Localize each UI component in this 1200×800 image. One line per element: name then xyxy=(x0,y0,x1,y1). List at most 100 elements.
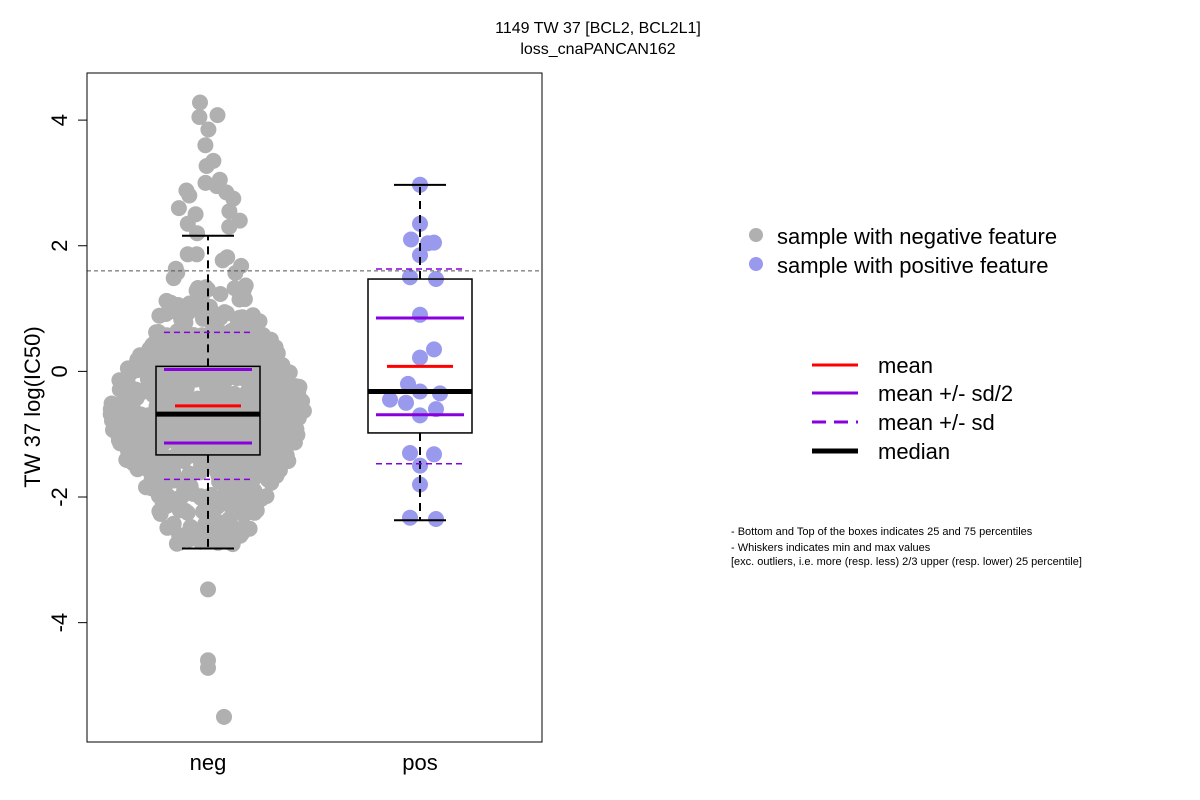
y-tick-label: 4 xyxy=(47,114,72,126)
data-point-neg xyxy=(264,437,281,454)
data-point-neg xyxy=(119,375,136,392)
data-point-neg xyxy=(233,488,250,505)
data-point-neg xyxy=(234,525,251,542)
data-point-neg xyxy=(128,390,145,406)
data-point-neg xyxy=(209,107,226,124)
data-point-neg xyxy=(255,327,272,344)
data-point-neg xyxy=(177,502,194,519)
y-tick-label: -2 xyxy=(47,487,72,507)
data-point-neg xyxy=(128,433,145,450)
data-point-pos xyxy=(428,401,444,418)
data-point-neg xyxy=(213,378,230,395)
note-line-2: - Whiskers indicates min and max values xyxy=(731,542,931,554)
data-point-pos xyxy=(412,306,428,323)
data-point-neg xyxy=(246,484,263,501)
legend-label-negative: sample with negative feature xyxy=(777,224,1057,249)
data-point-pos xyxy=(412,476,428,493)
data-point-neg xyxy=(192,488,209,505)
data-point-neg xyxy=(171,527,188,544)
data-point-neg xyxy=(268,377,285,393)
x-tick-label-neg: neg xyxy=(190,750,227,775)
data-point-neg xyxy=(158,292,175,309)
data-point-neg xyxy=(231,309,248,326)
legend-samples: sample with negative feature sample with… xyxy=(749,224,1057,278)
data-point-neg xyxy=(212,329,229,346)
data-point-neg xyxy=(262,472,279,489)
data-point-pos xyxy=(426,341,442,358)
box-pos xyxy=(367,278,473,434)
data-point-pos xyxy=(412,215,428,232)
data-point-neg xyxy=(197,279,214,296)
data-point-neg xyxy=(145,381,162,397)
legend-label-median: median xyxy=(878,439,950,464)
legend-lines: mean mean +/- sd/2 mean +/- sd median xyxy=(812,353,1013,464)
data-point-neg xyxy=(179,305,196,322)
data-point-neg xyxy=(165,423,182,440)
data-point-neg xyxy=(151,307,168,324)
data-point-neg xyxy=(155,363,171,380)
data-point-neg xyxy=(249,428,266,445)
data-point-neg xyxy=(245,374,262,391)
data-point-neg xyxy=(209,524,226,541)
data-point-pos xyxy=(402,509,418,526)
data-point-pos xyxy=(382,391,398,408)
data-point-neg xyxy=(225,190,242,207)
data-point-neg xyxy=(143,480,160,497)
stats-layer xyxy=(87,183,542,550)
legend-marker-positive xyxy=(749,257,763,271)
data-point-neg xyxy=(219,249,236,266)
data-point-neg xyxy=(158,327,175,344)
data-point-neg xyxy=(280,409,296,426)
y-tick-label: -4 xyxy=(47,613,72,633)
data-point-neg xyxy=(200,121,217,138)
data-point-neg xyxy=(192,94,208,111)
data-point-neg xyxy=(233,257,250,274)
data-point-neg xyxy=(200,659,216,676)
note-line-3: [exc. outliers, i.e. more (resp. less) 2… xyxy=(731,556,1082,568)
data-point-neg xyxy=(106,407,123,423)
x-tick-label-pos: pos xyxy=(402,750,437,775)
y-tick-label: 2 xyxy=(47,240,72,252)
data-point-neg xyxy=(201,298,218,315)
y-axis: 4 2 0 -2 -4 xyxy=(47,114,88,633)
data-point-neg xyxy=(189,225,206,242)
data-point-neg xyxy=(199,393,216,410)
data-point-neg xyxy=(218,486,234,503)
data-point-neg xyxy=(239,466,256,483)
data-point-neg xyxy=(192,533,209,550)
box-neg xyxy=(155,365,261,456)
y-axis-label: TW 37 log(IC50) xyxy=(20,326,45,487)
data-point-neg xyxy=(198,158,215,174)
y-tick-label: 0 xyxy=(47,365,72,377)
legend-label-mean: mean xyxy=(878,353,933,378)
data-point-pos xyxy=(402,445,418,461)
data-point-neg xyxy=(210,468,227,485)
data-point-neg xyxy=(167,260,184,277)
data-point-neg xyxy=(105,422,121,438)
data-point-neg xyxy=(234,503,251,520)
data-point-neg xyxy=(175,374,192,390)
data-point-pos xyxy=(402,269,418,286)
data-point-neg xyxy=(221,218,238,235)
data-point-neg xyxy=(132,347,148,364)
data-point-neg xyxy=(226,327,242,343)
data-point-neg xyxy=(283,382,300,399)
data-point-neg xyxy=(141,463,158,480)
legend-label-sd: mean +/- sd xyxy=(878,410,995,435)
data-point-neg xyxy=(241,323,258,340)
notes: - Bottom and Top of the boxes indicates … xyxy=(731,526,1082,568)
points-layer xyxy=(102,94,448,725)
data-point-pos xyxy=(428,511,444,527)
data-point-pos xyxy=(420,235,436,252)
data-point-neg xyxy=(233,417,249,434)
data-point-neg xyxy=(274,357,291,373)
data-point-neg xyxy=(159,519,176,536)
data-point-neg xyxy=(191,109,208,125)
data-point-neg xyxy=(207,512,224,529)
data-point-neg xyxy=(130,447,147,464)
data-point-neg xyxy=(216,708,232,725)
data-point-neg xyxy=(173,488,190,505)
legend-label-positive: sample with positive feature xyxy=(777,253,1048,278)
data-point-neg xyxy=(197,137,214,154)
